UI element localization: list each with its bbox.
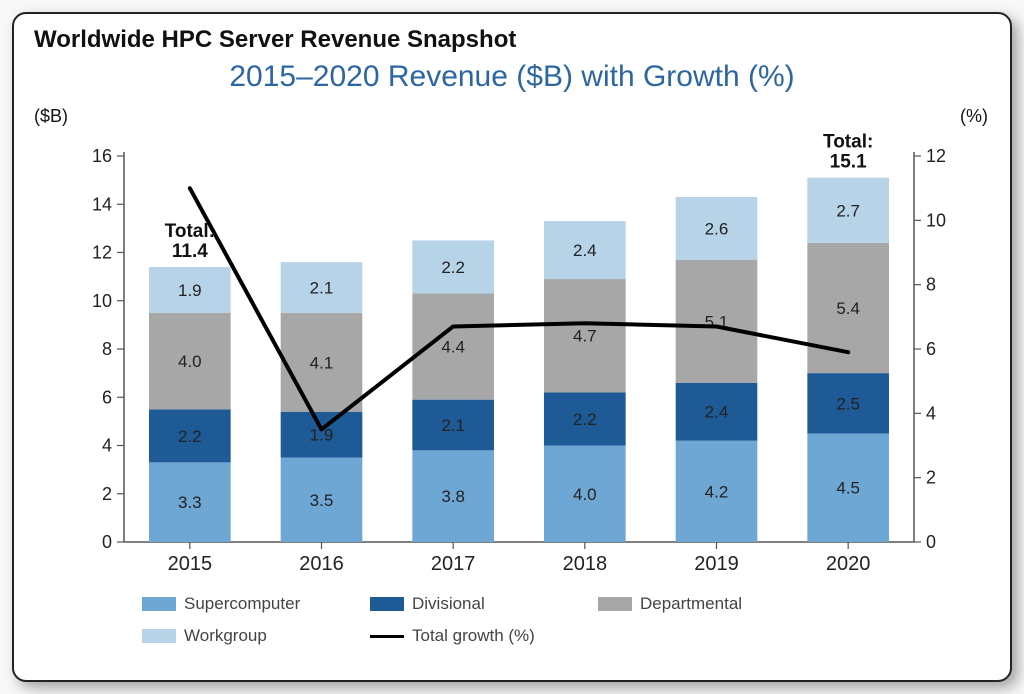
svg-text:4.4: 4.4 [441, 338, 465, 357]
svg-text:5.4: 5.4 [836, 299, 860, 318]
svg-text:2017: 2017 [431, 553, 476, 575]
svg-text:6: 6 [926, 339, 936, 359]
svg-text:4: 4 [102, 436, 112, 456]
legend-swatch [598, 597, 632, 611]
svg-text:10: 10 [926, 210, 946, 230]
svg-text:0: 0 [102, 532, 112, 552]
legend: Supercomputer Divisional Departmental Workg… [142, 594, 942, 646]
svg-text:4.7: 4.7 [573, 327, 597, 346]
chart-card: Worldwide HPC Server Revenue Snapshot 20… [12, 12, 1012, 682]
svg-text:2.6: 2.6 [705, 219, 729, 238]
svg-text:4.1: 4.1 [310, 353, 334, 372]
svg-text:3.5: 3.5 [310, 491, 334, 510]
svg-text:2018: 2018 [563, 553, 608, 575]
svg-text:2: 2 [926, 468, 936, 488]
svg-text:2020: 2020 [826, 553, 871, 575]
svg-text:2.4: 2.4 [573, 241, 597, 260]
legend-label: Departmental [640, 594, 742, 614]
svg-text:2016: 2016 [299, 553, 344, 575]
svg-text:2.2: 2.2 [573, 410, 597, 429]
svg-text:1.9: 1.9 [178, 281, 202, 300]
legend-item: Workgroup [142, 626, 342, 646]
svg-text:3.3: 3.3 [178, 493, 202, 512]
svg-text:Total:: Total: [823, 132, 873, 153]
main-title: Worldwide HPC Server Revenue Snapshot [34, 26, 992, 54]
legend-label: Divisional [412, 594, 485, 614]
svg-text:16: 16 [92, 146, 112, 166]
svg-text:15.1: 15.1 [830, 152, 867, 173]
legend-label: Workgroup [184, 626, 267, 646]
svg-text:2.5: 2.5 [836, 394, 860, 413]
svg-text:10: 10 [92, 291, 112, 311]
svg-text:14: 14 [92, 194, 112, 214]
svg-text:2.2: 2.2 [178, 427, 202, 446]
svg-text:3.8: 3.8 [441, 487, 465, 506]
legend-item: Departmental [598, 594, 798, 614]
svg-text:4: 4 [926, 403, 936, 423]
legend-swatch-line [370, 635, 404, 638]
svg-text:12: 12 [92, 243, 112, 263]
svg-text:8: 8 [926, 275, 936, 295]
svg-text:4.0: 4.0 [178, 352, 202, 371]
svg-text:12: 12 [926, 146, 946, 166]
legend-swatch [142, 597, 176, 611]
svg-text:2015: 2015 [168, 553, 213, 575]
svg-text:8: 8 [102, 339, 112, 359]
svg-text:2019: 2019 [694, 553, 739, 575]
chart-svg: 0 2 4 6 8 10 12 14 16 0 2 4 6 8 10 12 2015 2016 2017 2018 20… [32, 104, 992, 584]
legend-label: Supercomputer [184, 594, 300, 614]
legend-item: Supercomputer [142, 594, 342, 614]
svg-text:2.4: 2.4 [705, 403, 729, 422]
svg-text:4.5: 4.5 [836, 479, 860, 498]
svg-text:2.2: 2.2 [441, 258, 465, 277]
legend-swatch [370, 597, 404, 611]
svg-text:2: 2 [102, 484, 112, 504]
chart-area: 0 2 4 6 8 10 12 14 16 0 2 4 6 8 10 12 2015 2016 2017 2018 20… [32, 104, 992, 584]
svg-text:2.7: 2.7 [836, 201, 860, 220]
svg-text:11.4: 11.4 [172, 241, 208, 262]
legend-label: Total growth (%) [412, 626, 535, 646]
svg-text:2.1: 2.1 [441, 416, 465, 435]
svg-text:2.1: 2.1 [310, 278, 334, 297]
svg-text:4.2: 4.2 [705, 482, 729, 501]
svg-text:0: 0 [926, 532, 936, 552]
chart-title: 2015–2020 Revenue ($B) with Growth (%) [32, 60, 992, 94]
legend-item: Divisional [370, 594, 570, 614]
legend-item: Total growth (%) [370, 626, 570, 646]
svg-text:4.0: 4.0 [573, 485, 597, 504]
svg-text:6: 6 [102, 387, 112, 407]
legend-swatch [142, 629, 176, 643]
